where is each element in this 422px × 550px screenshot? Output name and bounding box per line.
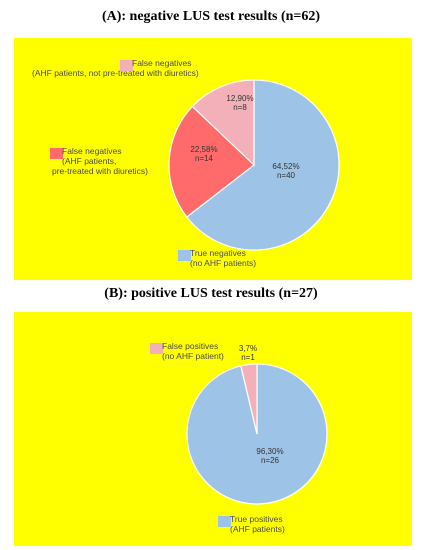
chart-b-pie: 96,30%n=26 3,7%n=1 True positives(AHF pati… xyxy=(150,341,328,534)
chart-b-title: (B): positive LUS test results (n=27) xyxy=(104,286,318,301)
chart-b-slice-1-n: n=1 xyxy=(241,353,255,362)
chart-a-slice-1-n: n=14 xyxy=(195,154,214,163)
chart-a-legend-1-line-1: (AHF patients, xyxy=(62,156,116,166)
chart-a-slice-0-n: n=40 xyxy=(277,171,296,180)
chart-a-slice-0-pct: 64,52% xyxy=(272,162,299,171)
chart-a-legend-swatch-2 xyxy=(120,60,133,71)
chart-a-slice-2-n: n=8 xyxy=(233,103,247,112)
chart-b-slice-0-pct: 96,30% xyxy=(256,447,283,456)
chart-b-slice-1 xyxy=(240,363,258,435)
chart-a-legend-2-line-1: (AHF patients, not pre-treated with diur… xyxy=(32,68,199,78)
chart-a-slice-1 xyxy=(168,105,255,218)
chart-b-legend-0-line-0: True positives xyxy=(230,514,283,524)
chart-a-legend-0-line-1: (no AHF patients) xyxy=(190,258,256,268)
chart-a-slice-0 xyxy=(185,79,340,251)
chart-a-legend-swatch-0 xyxy=(178,250,191,261)
chart-a-legend-2-line-0: False negatives xyxy=(132,58,192,68)
chart-a-slice-2 xyxy=(191,79,255,167)
chart-b-legend-swatch-1 xyxy=(150,343,163,354)
chart-a-pie: 64,52%n=40 22,58%n=14 12,90%n=8 True negati… xyxy=(32,58,340,268)
chart-a-title: (A): negative LUS test results (n=62) xyxy=(101,9,321,24)
chart-a-panel: 64,52% n=40 22,58% n=14 12,90% n=8 True negati… xyxy=(14,38,412,280)
chart-b-legend-swatch-0 xyxy=(218,516,231,527)
chart-b-legend-0-line-1: (AHF patients) xyxy=(230,524,285,534)
chart-b-legend-1-line-1: (no AHF patient) xyxy=(162,351,224,361)
chart-a-legend-0-line-0: True negatives xyxy=(190,248,246,258)
chart-a-legend-1-line-0: False negatives xyxy=(62,146,122,156)
chart-b-slice-0-n: n=26 xyxy=(261,456,280,465)
chart-a-legend-swatch-1 xyxy=(50,148,63,159)
chart-a-slice-1-pct: 22,58% xyxy=(190,145,217,154)
chart-a-slice-2-pct: 12,90% xyxy=(226,94,253,103)
chart-b-legend-1-line-0: False positives xyxy=(162,341,218,351)
chart-a-legend-1-line-2: pre-treated with diuretics) xyxy=(52,166,148,176)
chart-b-panel: 96,30% n=26 3,7% n=1 True positives (AHF pati… xyxy=(14,312,412,546)
chart-b-slice-1-pct: 3,7% xyxy=(239,344,257,353)
